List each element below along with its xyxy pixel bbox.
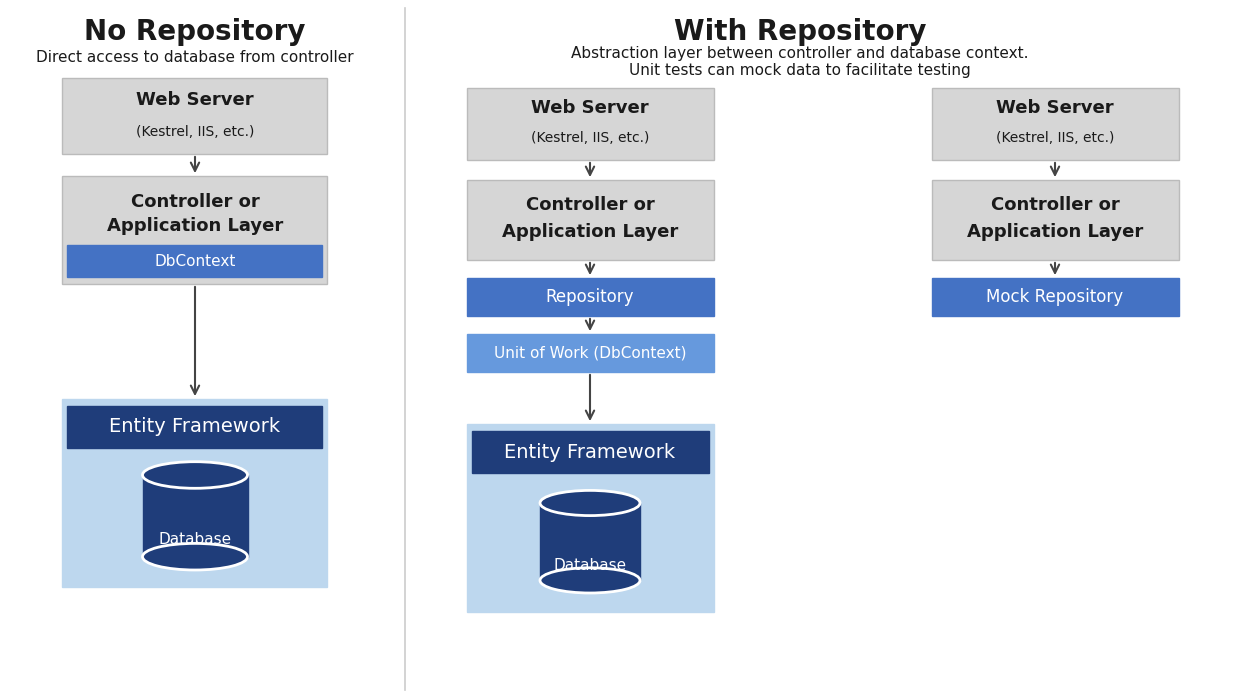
Text: DbContext: DbContext bbox=[154, 253, 236, 269]
Bar bbox=[932, 180, 1178, 260]
Text: Entity Framework: Entity Framework bbox=[505, 443, 675, 461]
Text: Application Layer: Application Layer bbox=[107, 217, 283, 235]
Ellipse shape bbox=[540, 567, 640, 593]
Text: Entity Framework: Entity Framework bbox=[110, 417, 280, 436]
Bar bbox=[466, 334, 714, 372]
Bar bbox=[932, 278, 1178, 316]
Text: Controller or: Controller or bbox=[131, 193, 259, 211]
Bar bbox=[142, 475, 248, 557]
Text: (Kestrel, IIS, etc.): (Kestrel, IIS, etc.) bbox=[531, 131, 649, 145]
Ellipse shape bbox=[142, 544, 248, 570]
Ellipse shape bbox=[540, 491, 640, 516]
Text: Repository: Repository bbox=[545, 288, 634, 306]
Bar bbox=[932, 88, 1178, 160]
Ellipse shape bbox=[142, 461, 248, 489]
Text: Direct access to database from controller: Direct access to database from controlle… bbox=[36, 50, 354, 65]
Bar bbox=[62, 399, 327, 587]
Text: Database: Database bbox=[553, 558, 627, 572]
Text: (Kestrel, IIS, etc.): (Kestrel, IIS, etc.) bbox=[136, 125, 254, 139]
Bar bbox=[466, 180, 714, 260]
Bar bbox=[466, 424, 714, 612]
Bar bbox=[466, 88, 714, 160]
Text: Abstraction layer between controller and database context.
Unit tests can mock d: Abstraction layer between controller and… bbox=[571, 46, 1029, 78]
Text: Web Server: Web Server bbox=[531, 99, 649, 117]
Text: Web Server: Web Server bbox=[136, 91, 254, 109]
Bar bbox=[62, 78, 327, 154]
Text: Controller or: Controller or bbox=[526, 196, 654, 214]
Text: No Repository: No Repository bbox=[84, 18, 306, 46]
Text: Database: Database bbox=[158, 533, 232, 547]
Text: Unit of Work (DbContext): Unit of Work (DbContext) bbox=[494, 346, 686, 360]
Text: With Repository: With Repository bbox=[674, 18, 927, 46]
Bar bbox=[67, 245, 322, 277]
Text: Application Layer: Application Layer bbox=[502, 223, 679, 241]
Text: Controller or: Controller or bbox=[991, 196, 1119, 214]
Bar bbox=[62, 176, 327, 284]
Text: Web Server: Web Server bbox=[996, 99, 1114, 117]
Bar bbox=[466, 278, 714, 316]
Bar bbox=[67, 406, 322, 448]
Text: Application Layer: Application Layer bbox=[967, 223, 1143, 241]
Text: (Kestrel, IIS, etc.): (Kestrel, IIS, etc.) bbox=[996, 131, 1114, 145]
Bar bbox=[540, 503, 640, 581]
Bar bbox=[471, 431, 710, 473]
Text: Mock Repository: Mock Repository bbox=[986, 288, 1124, 306]
